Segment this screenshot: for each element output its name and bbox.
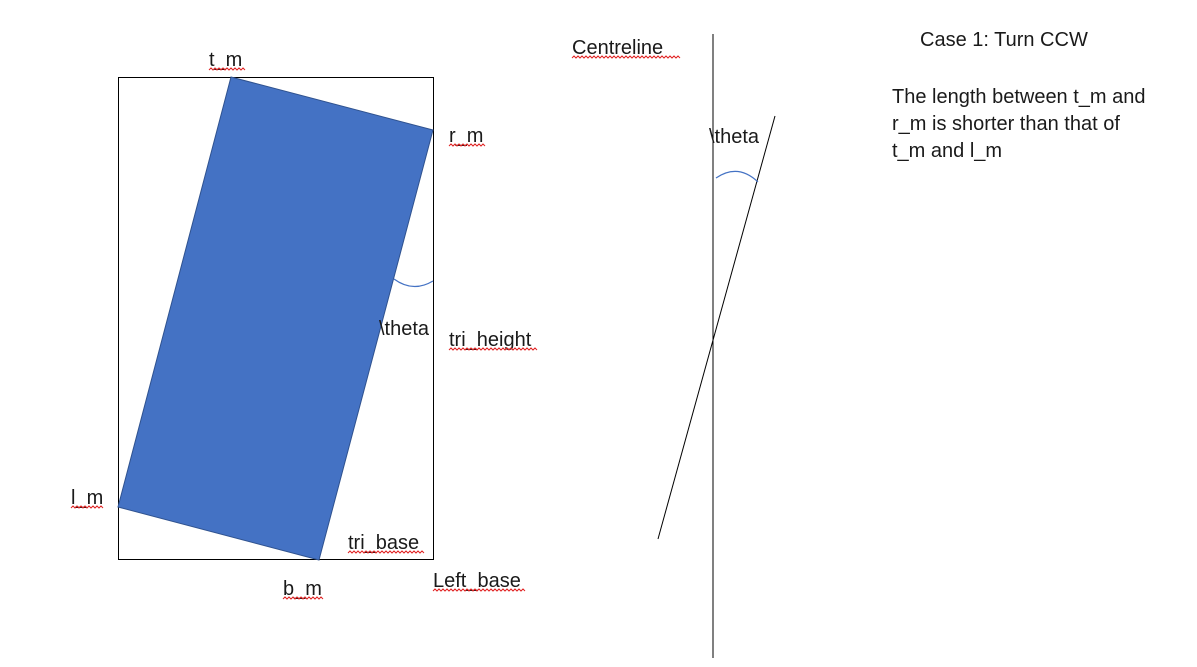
label-l-m: l_m (71, 487, 103, 509)
label-tri-base: tri_base (348, 532, 419, 554)
angle-arc-centreline (715, 170, 759, 183)
spellcheck-underline (571, 55, 681, 59)
note-text: The length between t_m and r_m is shorte… (892, 86, 1146, 162)
spellcheck-underline (282, 596, 324, 600)
rotated-rectangle (117, 76, 434, 561)
label-left-base: Left_base (433, 570, 521, 592)
spellcheck-underline (448, 143, 486, 147)
label-centreline: Centreline (572, 37, 663, 59)
spellcheck-underline (208, 67, 246, 71)
spellcheck-underline (347, 550, 425, 554)
case-title: Case 1: Turn CCW (920, 29, 1088, 51)
label-r-m: r_m (449, 125, 483, 147)
tilted-line (657, 115, 776, 540)
spellcheck-underline (432, 588, 526, 592)
angle-arc-box (393, 278, 434, 288)
spellcheck-underline (70, 505, 104, 509)
label-tri-height: tri_height (449, 329, 532, 351)
label-t-m: t_m (209, 49, 242, 71)
label-theta-box: \theta (379, 318, 430, 340)
label-b-m: b_m (283, 578, 322, 600)
spellcheck-underline (448, 347, 538, 351)
label-theta-line: \theta (709, 126, 760, 148)
bounding-box (118, 77, 434, 560)
